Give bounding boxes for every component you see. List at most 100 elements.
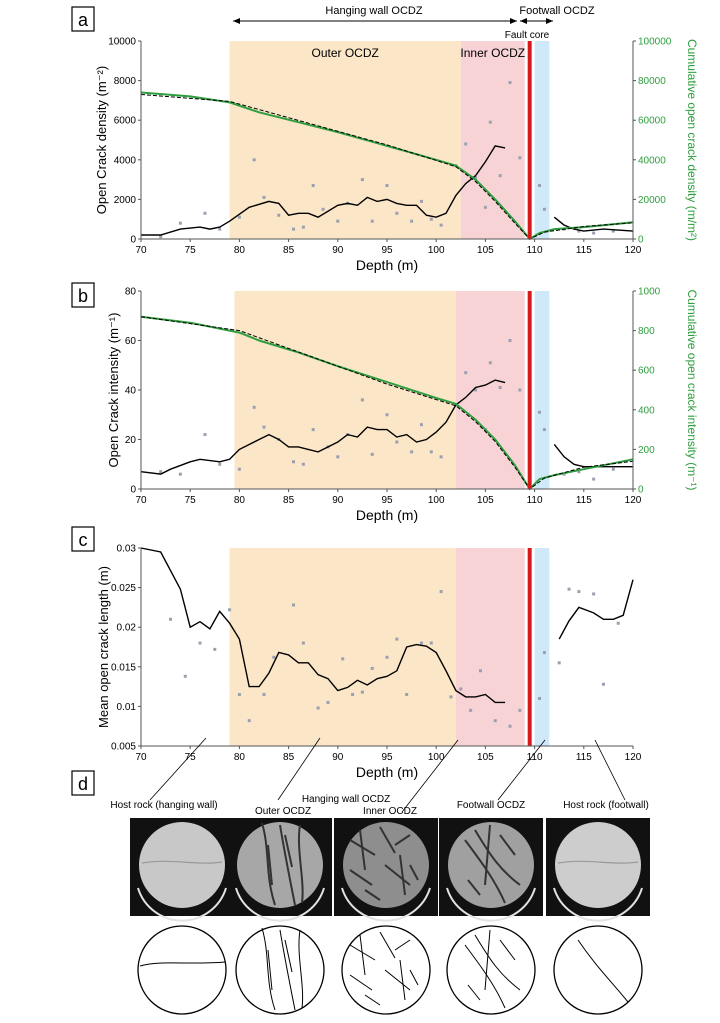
data-point [429, 450, 433, 454]
x-tick-label: 115 [576, 495, 592, 506]
data-point [464, 371, 468, 375]
x-tick-label: 80 [234, 495, 246, 506]
data-point [592, 231, 596, 235]
core-photo-inner [334, 818, 438, 922]
data-point [508, 81, 512, 85]
crack-sketch-line [359, 934, 366, 976]
data-point [518, 156, 522, 160]
crack-sketch-line [379, 931, 396, 959]
data-point [464, 142, 468, 146]
core-photo-outer [228, 818, 332, 922]
data-point [351, 693, 355, 697]
data-point [370, 452, 374, 456]
x-tick-label: 95 [381, 495, 393, 506]
pointer-line [594, 739, 626, 801]
fault-core-label: Fault core [505, 30, 550, 41]
x-tick-label: 105 [477, 495, 494, 506]
x-tick-label: 120 [625, 245, 642, 256]
data-point [542, 428, 546, 432]
outer-ocdz-zone [234, 291, 456, 489]
y-axis-label: Open Crack intensity (m⁻¹) [106, 313, 121, 468]
chart-panel-c: 70 75 80 85 90 95 100 105 110 115 120 0.005 0.01 0.01… [96, 544, 642, 781]
data-point [478, 669, 482, 673]
x-tick-label: 80 [234, 752, 246, 763]
data-point [557, 661, 561, 665]
data-point [419, 423, 423, 427]
x-axis-label: Depth (m) [356, 507, 418, 523]
data-point [237, 693, 241, 697]
core-photo-crack [379, 826, 396, 854]
panel-label-c-text: c [79, 530, 88, 550]
y-axis-label: Mean open crack length (m) [96, 566, 111, 728]
x-tick-label: 95 [381, 245, 393, 256]
x-tick-label: 115 [576, 245, 592, 256]
data-point [577, 229, 581, 233]
panel-label-d: d [71, 770, 95, 796]
series-mean-line [558, 579, 634, 640]
crack-sketch-line [399, 959, 406, 1001]
x-tick-label: 105 [477, 752, 494, 763]
data-point [410, 450, 414, 454]
y2-tick-label: 100000 [638, 37, 672, 48]
data-point [542, 207, 546, 211]
crack-sketch-line [139, 961, 226, 967]
core-holder-rim [235, 887, 325, 922]
data-point [341, 657, 345, 661]
data-point [272, 655, 276, 659]
panel-label-b: b [71, 282, 95, 308]
y-tick-label: 0.015 [111, 662, 136, 673]
series-mean-line [140, 379, 506, 475]
core-photo-crack [557, 860, 639, 864]
x-tick-label: 100 [428, 245, 445, 256]
data-point [538, 696, 542, 700]
core-photo-crack [467, 879, 481, 896]
data-point [213, 647, 217, 651]
y-tick-label: 4000 [114, 155, 137, 166]
data-point [183, 674, 187, 678]
y-tick-label: 0.02 [117, 623, 137, 634]
hanging-wall-header: Hanging wall OCDZ [325, 5, 422, 17]
x-tick-label: 80 [234, 245, 246, 256]
data-point [498, 386, 502, 390]
data-point [429, 641, 433, 645]
x-tick-label: 70 [135, 752, 147, 763]
crack-sketch-line [349, 974, 373, 991]
label-inner-ocdz: Inner OCDZ [363, 806, 417, 817]
crack-sketch-footwall [446, 925, 536, 1015]
data-point [592, 477, 596, 481]
data-point [538, 184, 542, 188]
data-point [429, 217, 433, 221]
core-photo-crack [267, 844, 273, 886]
crack-sketch-circle [137, 925, 227, 1015]
data-point [518, 388, 522, 392]
data-point [159, 235, 163, 239]
data-point [542, 651, 546, 655]
data-point [601, 682, 605, 686]
series-mean-line [141, 145, 506, 236]
data-point [370, 666, 374, 670]
data-point [395, 637, 399, 641]
data-point [474, 176, 478, 180]
crack-sketch-line [464, 944, 506, 1009]
crack-sketch-line [284, 939, 293, 973]
core-photo-host_hw [130, 818, 234, 922]
core-holder-rim [341, 887, 431, 922]
data-point [360, 398, 364, 402]
y-tick-label: 80 [125, 287, 137, 298]
data-point [385, 413, 389, 417]
core-photo-crack [359, 829, 366, 871]
x-axis-label: Depth (m) [356, 257, 418, 273]
x-tick-label: 90 [332, 495, 344, 506]
crack-sketch-line [484, 929, 491, 991]
y2-tick-label: 0 [638, 485, 644, 496]
data-point [469, 708, 473, 712]
series-fit-line [140, 316, 634, 490]
y2-tick-label: 600 [638, 366, 655, 377]
y-tick-label: 6000 [114, 116, 137, 127]
footwall-header: Footwall OCDZ [519, 5, 594, 17]
data-point [498, 174, 502, 178]
data-point [252, 158, 256, 162]
data-point [439, 223, 443, 227]
data-point [518, 708, 522, 712]
